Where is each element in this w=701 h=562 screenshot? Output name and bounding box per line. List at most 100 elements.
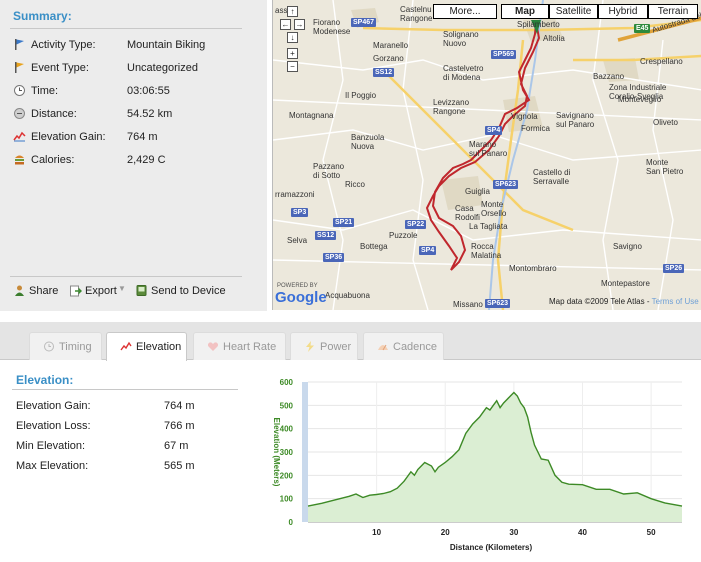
tab-elevation[interactable]: Elevation <box>106 332 187 361</box>
y-axis-title: Elevation (Meters) <box>272 418 281 487</box>
summary-row-calories: Calories: 2,429 C <box>13 153 253 167</box>
x-tick-label: 50 <box>647 528 656 537</box>
map-place-label: La Tagliata <box>469 222 508 231</box>
map-more-button[interactable]: More... <box>433 4 497 19</box>
tab-heart-rate[interactable]: Heart Rate <box>193 332 286 360</box>
divider <box>12 389 238 390</box>
tab-label: Elevation <box>136 341 182 353</box>
zoom-in-button[interactable]: + <box>287 48 298 59</box>
map-place-label: Castelvetro di Modena <box>443 64 484 82</box>
map-type-hybrid-button[interactable]: Hybrid <box>598 4 648 19</box>
x-tick-label: 10 <box>372 528 381 537</box>
summary-panel: Summary: Activity Type: Mountain Biking … <box>0 0 267 311</box>
flag-blue-icon <box>15 39 24 50</box>
tab-power[interactable]: Power <box>290 332 358 360</box>
map-place-label: Puzzole <box>389 231 418 240</box>
y-tick-label: 500 <box>280 401 294 410</box>
pan-down-button[interactable]: ↓ <box>287 32 298 43</box>
map-place-label: Maranello <box>373 41 409 50</box>
y-tick-label: 600 <box>280 378 294 387</box>
zoom-out-button[interactable]: − <box>287 61 298 72</box>
route-map[interactable]: Fiorano Modenese Castelnu Rangone Spilam… <box>272 0 701 310</box>
road-shield: SP3 <box>291 208 309 217</box>
map-place-label: Altolia <box>543 34 565 43</box>
road-shield: SP4 <box>419 246 437 255</box>
road-shield: SS12 <box>373 68 395 77</box>
map-place-label: Casa Rodolfi <box>455 204 480 222</box>
elevation-chart: 0 100 200 300 400 500 600 10 20 30 40 50 Distance (K… <box>272 378 683 552</box>
map-place-label: Solignano Nuovo <box>443 30 479 48</box>
pan-left-button[interactable]: ← <box>280 19 291 30</box>
tab-label: Cadence <box>393 341 438 353</box>
export-label: Export <box>85 285 117 297</box>
map-place-label: Levizzano Rangone <box>433 98 470 116</box>
export-icon <box>70 285 82 297</box>
tab-cadence[interactable]: Cadence <box>363 332 444 360</box>
map-place-label: Marano sul Panaro <box>469 140 508 158</box>
elevation-row: Elevation Gain: 764 m <box>16 400 216 414</box>
map-place-label: Montagnana <box>289 111 334 120</box>
elevation-title: Elevation: <box>16 373 74 387</box>
map-place-label: Zona Industriale Coralio-Sveglia <box>609 83 667 101</box>
elevation-row: Max Elevation: 565 m <box>16 460 216 474</box>
x-tick-label: 20 <box>441 528 450 537</box>
powered-by-label: POWERED BY <box>277 283 318 289</box>
map-type-map-button[interactable]: Map <box>501 4 549 19</box>
details-panel: Timing Elevation Heart Rate Power Cadenc… <box>0 322 701 561</box>
summary-label: Distance: <box>31 108 77 120</box>
y-tick-label: 300 <box>280 448 294 457</box>
map-place-label: Formica <box>521 124 550 133</box>
elevation-value: 565 m <box>164 460 195 472</box>
map-place-label: Montombraro <box>509 264 557 273</box>
summary-label: Elevation Gain: <box>31 131 106 143</box>
tab-label: Heart Rate <box>223 341 277 353</box>
map-type-satellite-button[interactable]: Satellite <box>549 4 598 19</box>
road-shield: SP36 <box>323 253 345 262</box>
summary-value: 03:06:55 <box>127 85 170 97</box>
road-shield: SP21 <box>333 218 355 227</box>
map-place-label: Il Poggio <box>345 91 377 100</box>
y-tick-label: 0 <box>289 518 294 527</box>
summary-value: Uncategorized <box>127 62 198 74</box>
road-shield: SS12 <box>315 231 337 240</box>
summary-row-time: Time: 03:06:55 <box>13 84 253 98</box>
map-place-label: Ricco <box>345 180 366 189</box>
google-logo: Google <box>275 289 327 306</box>
summary-label: Activity Type: <box>31 39 96 51</box>
map-type-selector: Map Satellite Hybrid Terrain <box>501 4 698 19</box>
x-tick-label: 40 <box>578 528 587 537</box>
tab-timing[interactable]: Timing <box>29 332 102 360</box>
x-tick-label: 30 <box>509 528 518 537</box>
map-place-label: Vignola <box>511 112 538 121</box>
road-shield: SP4 <box>485 126 503 135</box>
map-place-label: Bottega <box>360 242 388 251</box>
map-place-label: Gorzano <box>373 54 404 63</box>
map-place-label: Bazzano <box>593 72 625 81</box>
summary-label: Calories: <box>31 154 75 166</box>
summary-row-elevation-gain: Elevation Gain: 764 m <box>13 130 253 144</box>
pan-right-button[interactable]: → <box>294 19 305 30</box>
map-canvas <box>273 0 701 310</box>
map-attribution: Map data ©2009 Tele Atlas - Terms of Use <box>549 297 699 306</box>
x-axis-title: Distance (Kilometers) <box>450 543 533 552</box>
map-type-terrain-button[interactable]: Terrain <box>648 4 698 19</box>
summary-value: 54.52 km <box>127 108 173 120</box>
map-place-label: rramazzoni <box>275 190 315 199</box>
road-shield: SP569 <box>491 50 517 59</box>
elevation-label: Min Elevation: <box>16 440 86 452</box>
tab-strip: Timing Elevation Heart Rate Power Cadenc… <box>0 322 701 361</box>
map-place-label: Montepastore <box>601 279 650 288</box>
terms-of-use-link[interactable]: Terms of Use <box>651 297 699 306</box>
y-axis-band <box>302 382 308 522</box>
flag-orange-icon <box>15 62 24 73</box>
map-place-label: Rocca Malatina <box>471 242 502 260</box>
clock-icon <box>44 341 54 352</box>
elevation-value: 766 m <box>164 420 195 432</box>
elevation-row: Min Elevation: 67 m <box>16 440 216 454</box>
map-place-label: Oliveto <box>653 118 678 127</box>
y-tick-label: 100 <box>280 495 294 504</box>
share-icon <box>15 285 24 296</box>
summary-row-activity-type: Activity Type: Mountain Biking <box>13 38 253 52</box>
send-device-icon <box>136 285 147 296</box>
pan-up-button[interactable]: ↑ <box>287 6 298 17</box>
